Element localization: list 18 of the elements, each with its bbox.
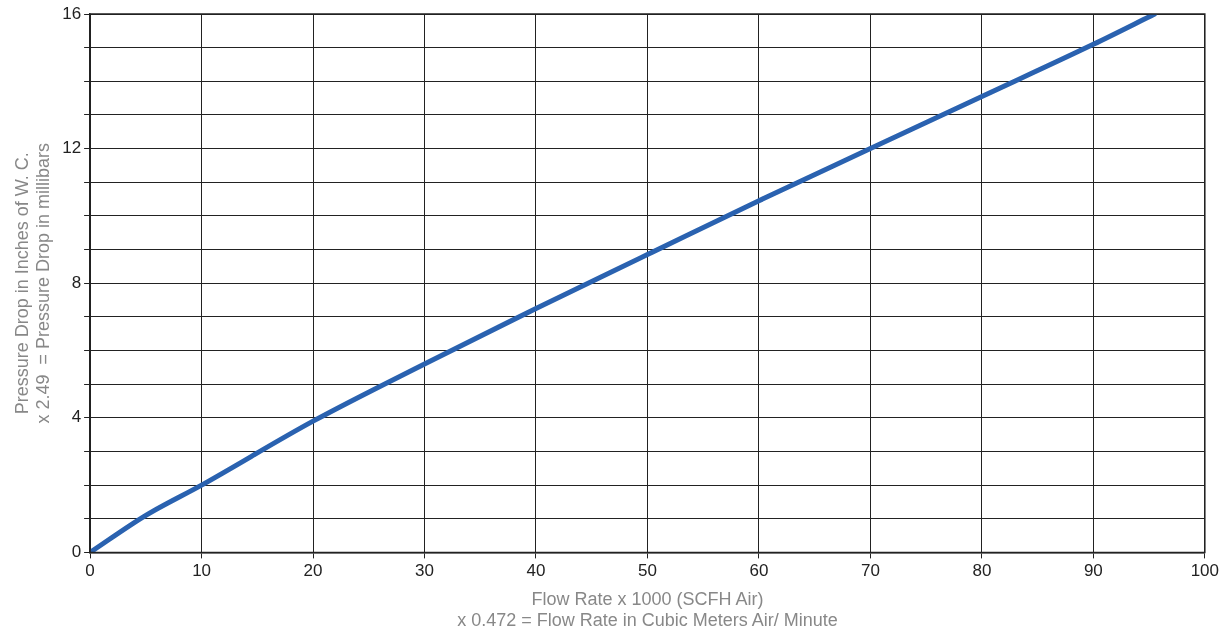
y-axis-title: Pressure Drop in Inches of W. C. x 2.49 = Pressure Drop in millibars [11,142,54,424]
x-tick-label: 80 [972,561,992,581]
x-tick-label: 0 [85,561,95,581]
y-tick-label: 8 [71,272,82,292]
x-tick-label: 20 [303,561,323,581]
x-tick-label: 100 [1190,561,1220,581]
x-tick-label: 30 [415,561,434,581]
x-tick-label: 90 [1083,561,1103,581]
x-axis-title: Flow Rate x 1000 (SCFH Air) x 0.472 = Flow Rate in Cubic Meters Air/ Minute [457,588,838,631]
x-tick-label: 40 [526,561,546,581]
x-tick-label: 70 [860,561,880,581]
y-tick-label: 0 [71,542,82,562]
y-tick-label: 16 [62,3,82,23]
x-tick-label: 60 [749,561,769,581]
y-tick-label: 4 [71,407,82,427]
x-tick-label: 10 [192,561,212,581]
y-tick-label: 12 [62,138,82,158]
x-tick-label: 50 [638,561,657,581]
